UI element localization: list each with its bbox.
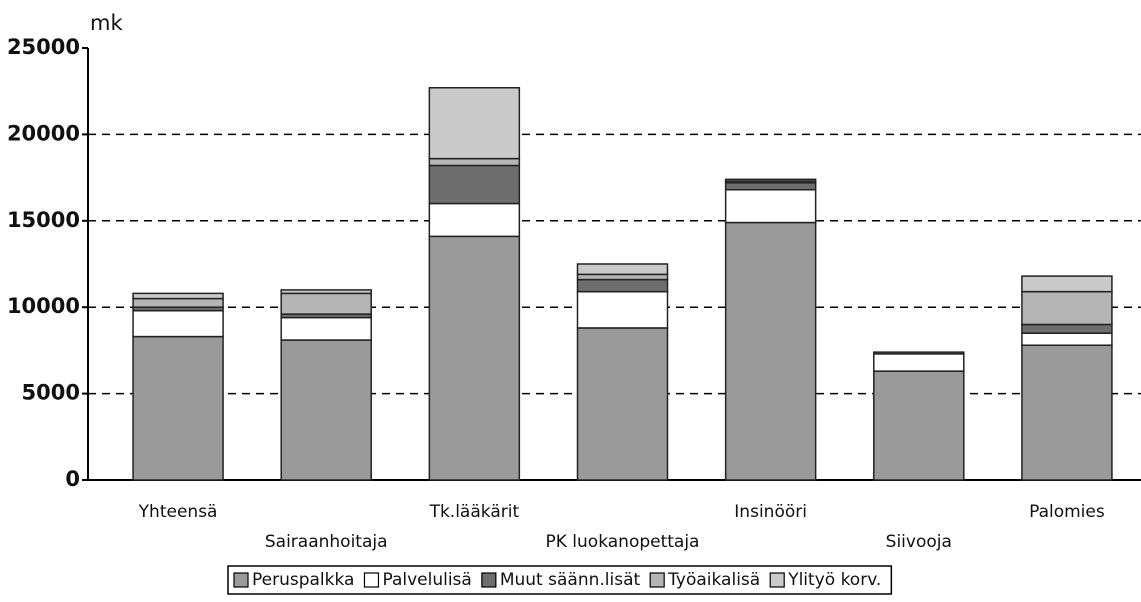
y-tick-label: 10000 — [7, 294, 80, 318]
y-tick-label: 20000 — [7, 121, 80, 145]
bar-segment — [724, 188, 817, 224]
x-tick-label: Yhteensä — [138, 502, 218, 522]
legend-label: Muut säänn.lisät — [500, 570, 641, 590]
bar-segment — [576, 290, 669, 329]
legend-label: Ylityö korv. — [787, 570, 881, 590]
legend-swatch — [769, 572, 785, 588]
y-tick-label: 5000 — [22, 381, 80, 405]
bar-segment — [428, 202, 521, 238]
bar-segment — [1021, 344, 1113, 481]
bar-segment — [280, 339, 372, 481]
bar-segment — [873, 370, 965, 481]
bar-segment — [1021, 275, 1113, 293]
bar-segment — [576, 278, 669, 293]
legend-swatch — [481, 572, 497, 588]
y-tick-label: 25000 — [7, 35, 80, 59]
bar-segment — [724, 221, 817, 481]
x-tick-label: Palomies — [1029, 502, 1105, 522]
bar-segment — [132, 297, 224, 308]
x-tick-label: Sairaanhoitaja — [265, 532, 388, 552]
y-axis-label: mk — [90, 11, 123, 35]
bar-segment — [724, 182, 817, 191]
bar-segment — [280, 289, 372, 295]
legend-swatch — [363, 572, 380, 588]
legend-label: Työaikalisä — [667, 570, 760, 590]
bar-segment — [576, 327, 669, 481]
legend-swatch — [649, 572, 665, 588]
y-tick-label: 15000 — [7, 208, 80, 232]
bar-segment — [280, 316, 372, 341]
bar-segment — [132, 335, 224, 481]
bar-segment — [873, 351, 965, 355]
bar-segment — [1021, 290, 1113, 326]
x-tick-label: Insinööri — [734, 502, 807, 522]
bar-segment — [428, 235, 521, 481]
bar-segment — [280, 292, 372, 315]
bar-segment — [1021, 323, 1113, 334]
bar-segment — [132, 292, 224, 300]
x-tick-label: PK luokanopettaja — [546, 532, 700, 552]
bar-segment — [132, 309, 224, 338]
legend-label: Palvelulisä — [382, 570, 471, 590]
bar-segment — [724, 178, 817, 182]
bar-segment — [428, 157, 521, 167]
x-tick-label: Siivooja — [886, 532, 952, 552]
bar-segment — [576, 273, 669, 281]
bar-segment — [873, 353, 965, 372]
x-tick-label: Tk.lääkärit — [429, 502, 520, 522]
legend-label: Peruspalkka — [252, 570, 354, 590]
bar-segment — [576, 263, 669, 276]
bar-segment — [428, 164, 521, 205]
bar-segment — [1021, 332, 1113, 346]
y-tick-label: 0 — [65, 467, 80, 491]
legend-swatch — [233, 572, 249, 588]
legend-box — [227, 565, 893, 595]
bar-segment — [428, 86, 521, 160]
